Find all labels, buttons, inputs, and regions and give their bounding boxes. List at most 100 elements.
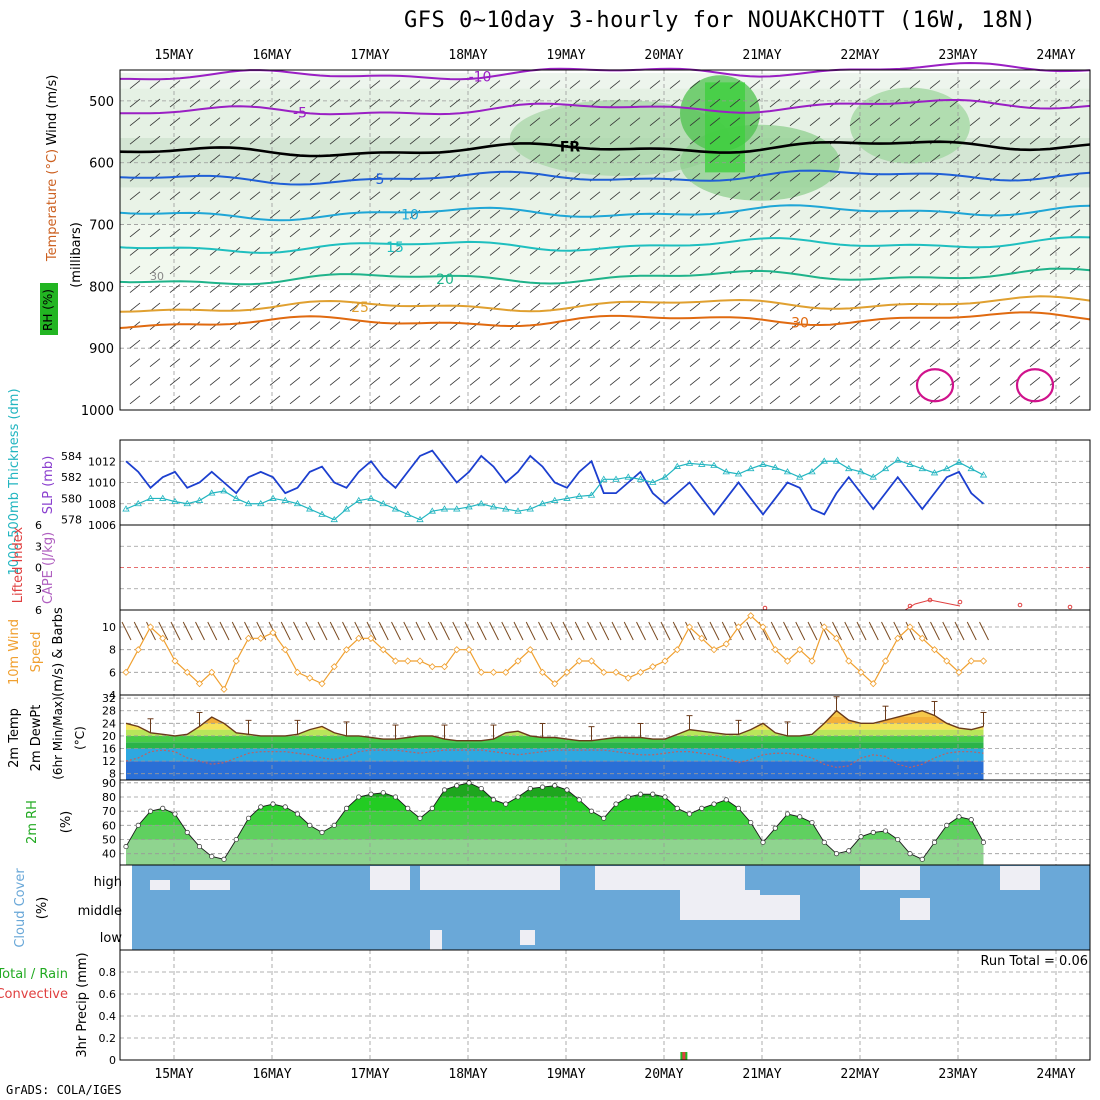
wind-barb [587,621,597,641]
rh-marker [797,814,803,820]
wind-barb [229,395,241,405]
y-tick-label: 1010 [88,477,116,490]
rh-marker [625,794,631,800]
wind-barb [169,247,181,256]
rh-marker [282,804,288,810]
wind-barb [389,358,401,368]
wind-barb [329,247,341,256]
wind-barb [366,621,377,641]
wind-barb [729,228,741,238]
wind-barb [669,284,681,293]
cloud-cell [370,866,410,890]
thickness-marker [342,505,351,512]
wind-barb [249,210,261,219]
top-date-label: 21MAY [742,48,782,63]
axis-label: Speed [29,632,44,673]
wind-barb [489,117,501,126]
wind-barb [403,621,414,641]
rh-marker [637,791,644,797]
wind-barb [289,98,301,108]
wind-marker [502,668,510,676]
wind-barb [609,247,621,256]
thickness-marker [208,489,216,496]
wind-barb [729,376,741,386]
wind-barb [789,395,801,405]
wind-barb [562,621,573,641]
wind-barb [429,376,441,386]
wind-barb [709,321,721,330]
wind-barb [129,80,141,89]
wind-barb [329,117,341,126]
wind-barb [549,247,561,256]
wind-marker [342,646,351,654]
wind-barb [1069,247,1081,256]
wind-barb [449,265,461,275]
wind-barb [669,191,681,201]
wind-barb [789,210,801,219]
li-point [957,599,963,605]
wind-barb [529,154,541,164]
wind-barb [729,358,741,368]
cape-li-panel: 6 3 0 3 6 [35,519,1090,617]
wind-barb [509,376,521,386]
rh-marker [392,794,399,800]
wind-barb [289,265,301,275]
wind-barb [549,395,561,405]
wind-barb [309,191,321,201]
wind-barb [769,210,781,219]
wind-barb [729,98,741,108]
wind-barb [709,302,721,312]
wind-barb [513,621,524,641]
wind-barb [909,80,921,89]
wind-barb [289,321,301,330]
wind-barb [949,376,961,386]
wind-barb [329,376,341,386]
rh-contour-label: 30 [150,270,164,283]
y-tick-label: 800 [89,280,114,295]
wind-marker [428,663,436,671]
wind-marker [600,668,608,676]
y-tick-label: 90 [102,777,116,790]
y-tick-label: 3 [35,583,42,596]
wind-marker [134,646,142,654]
wind-barb [611,621,622,641]
wind-barb [509,154,521,164]
wind-barb [189,376,201,386]
wind-barb [229,376,241,386]
wind-barb [729,302,741,312]
bottom-date-label: 20MAY [644,1067,684,1082]
wind-barb [669,302,681,312]
wind-barb [489,191,501,201]
wind-barb [1009,228,1021,238]
y-tick-label: 24 [102,717,116,730]
wind-barb [189,154,201,164]
wind-barb [170,621,181,641]
wind-barb [672,621,683,641]
temp-contour [119,267,1091,286]
wind-barb [389,247,401,256]
wind-barb [489,621,499,641]
wind-barb [469,395,481,405]
wind-barb [629,154,641,164]
wind-barb [809,228,821,238]
wind-barb [649,265,661,275]
lower-fill [120,280,1090,410]
rh-marker [209,853,215,860]
wind-barb [349,135,361,145]
wind-barb [789,228,801,238]
contour-label: 10 [401,207,419,223]
wind-barb [209,135,221,145]
wind-barb [729,117,741,126]
panel-frames [119,69,1091,1061]
wind-barb [749,284,761,293]
thickness-marker [649,478,657,485]
wind-barb [529,376,541,386]
wind-barb [469,80,481,89]
wind-barb [489,376,501,386]
wind-barb [369,117,381,126]
wind-barb [1049,117,1061,126]
wind-marker [967,657,975,665]
wind-barb [829,210,841,219]
wind-barb [709,395,721,405]
wind-marker [820,623,828,631]
